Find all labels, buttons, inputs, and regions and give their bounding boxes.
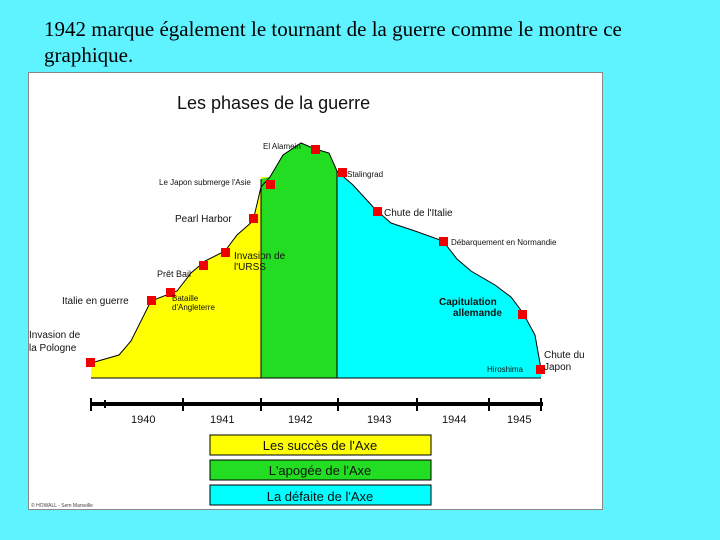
marker-pret-bail	[199, 261, 208, 270]
label-capitulation: Capitulation allemande	[439, 297, 502, 319]
marker-pearl-harbor	[249, 214, 258, 223]
year-1940: 1940	[131, 414, 155, 426]
legend-success-label: Les succès de l'Axe	[263, 438, 378, 453]
legend-defeat-label: La défaite de l'Axe	[267, 489, 374, 504]
legend-apogee-label: L'apogée de l'Axe	[269, 463, 372, 478]
label-invasion-urss: Invasion de l'URSS	[234, 251, 288, 273]
timeline-ticks	[90, 398, 542, 411]
legend-apogee-swatch	[209, 459, 432, 481]
marker-debarquement	[439, 237, 448, 246]
legend-defeat-swatch	[209, 484, 432, 506]
marker-hiroshima	[536, 365, 545, 374]
year-1942: 1942	[288, 414, 312, 426]
label-pret-bail: Prêt Bail	[157, 269, 191, 279]
label-chute-italie: Chute de l'Italie	[384, 208, 453, 219]
label-chute-japon: Chute du Japon	[544, 350, 587, 373]
year-1944: 1944	[442, 414, 466, 426]
event-markers	[86, 145, 545, 374]
label-bataille-angleterre: Bataille d'Angleterre	[172, 294, 215, 312]
figure-title: Les phases de la guerre	[177, 93, 370, 113]
marker-stalingrad	[338, 168, 347, 177]
axis-defeat-region	[337, 171, 541, 378]
axis-apogee-region	[261, 143, 337, 378]
label-debarquement: Débarquement en Normandie	[451, 238, 557, 247]
marker-japon-asie	[266, 180, 275, 189]
label-pearl-harbor: Pearl Harbor	[175, 214, 232, 225]
marker-invasion-pologne	[86, 358, 95, 367]
year-1941: 1941	[210, 414, 234, 426]
label-stalingrad: Stalingrad	[347, 170, 383, 179]
slide-caption: 1942 marque également le tournant de la …	[44, 17, 622, 67]
label-el-alamein: El Alamein	[263, 142, 301, 151]
marker-italie-guerre	[147, 296, 156, 305]
legend-success-swatch	[209, 434, 432, 456]
marker-el-alamein	[311, 145, 320, 154]
year-1943: 1943	[367, 414, 391, 426]
marker-capitulation	[518, 310, 527, 319]
figure-credit: © HOWALL - Sem Marseille	[31, 502, 93, 509]
axis-success-region	[91, 177, 270, 378]
label-invasion-pologne: Invasion de la Pologne	[29, 330, 83, 354]
label-hiroshima: Hiroshima	[487, 365, 524, 374]
war-phases-diagram: Les phases de la guerre El Alam	[29, 93, 587, 509]
war-phases-figure: Les phases de la guerre El Alam	[28, 72, 603, 510]
label-japon-asie: Le Japon submerge l'Asie	[159, 178, 251, 187]
marker-chute-italie	[373, 207, 382, 216]
marker-bataille-angleterre	[166, 288, 175, 297]
marker-invasion-urss	[221, 248, 230, 257]
label-italie-guerre: Italie en guerre	[62, 296, 129, 307]
year-1945: 1945	[507, 414, 531, 426]
